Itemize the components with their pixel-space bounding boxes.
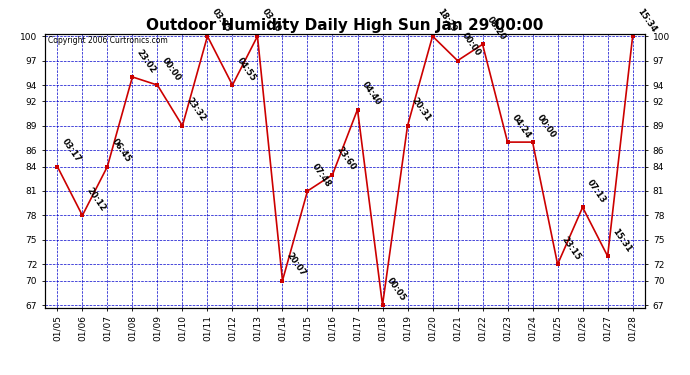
Text: 23:15: 23:15	[560, 235, 583, 262]
Text: 20:07: 20:07	[285, 251, 308, 278]
Text: 18:29: 18:29	[435, 7, 457, 34]
Text: 00:00: 00:00	[535, 113, 558, 140]
Text: 03:40: 03:40	[260, 7, 282, 34]
Text: 23:32: 23:32	[185, 96, 208, 123]
Text: 04:40: 04:40	[360, 80, 383, 107]
Text: 07:48: 07:48	[310, 162, 333, 189]
Text: 00:00: 00:00	[460, 32, 482, 58]
Text: 03:17: 03:17	[60, 137, 82, 164]
Text: 06:45: 06:45	[110, 137, 132, 164]
Text: 04:55: 04:55	[235, 56, 257, 82]
Text: 15:31: 15:31	[610, 226, 633, 254]
Text: 23:60: 23:60	[335, 145, 357, 172]
Text: 08:20: 08:20	[485, 15, 508, 42]
Text: Copyright 2006 Curtronics.com: Copyright 2006 Curtronics.com	[48, 36, 168, 45]
Text: 00:05: 00:05	[385, 276, 408, 303]
Text: 03:05: 03:05	[210, 7, 233, 34]
Text: 20:31: 20:31	[410, 96, 433, 123]
Text: 04:24: 04:24	[510, 112, 533, 140]
Title: Outdoor Humidity Daily High Sun Jan 29 00:00: Outdoor Humidity Daily High Sun Jan 29 0…	[146, 18, 544, 33]
Text: 20:12: 20:12	[85, 186, 108, 213]
Text: 00:00: 00:00	[160, 56, 182, 82]
Text: 23:02: 23:02	[135, 48, 157, 75]
Text: 07:13: 07:13	[585, 178, 608, 205]
Text: 15:34: 15:34	[635, 7, 658, 34]
